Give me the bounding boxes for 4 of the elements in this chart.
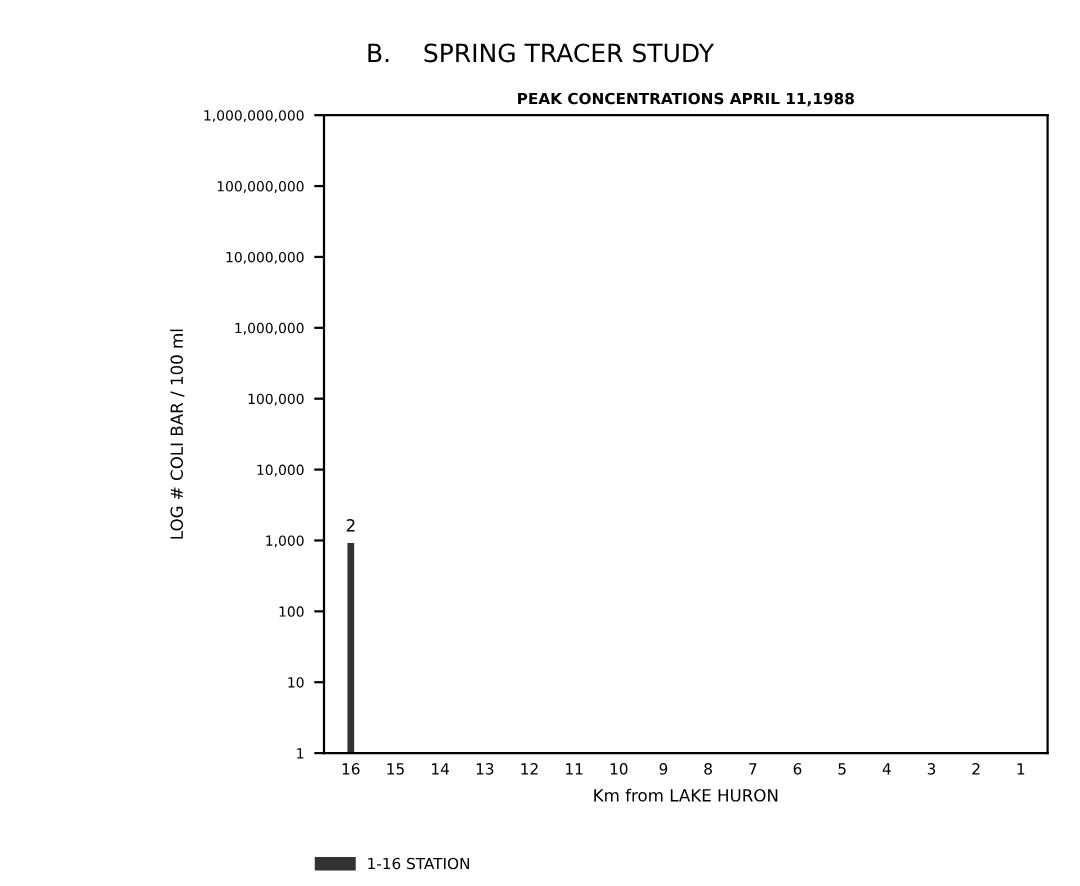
chart-title: B. SPRING TRACER STUDY [368,43,715,63]
x-axis-title: Km from LAKE HURON [594,788,778,802]
annotation: 2 [346,519,355,532]
y-axis-title: LOG # COLI BAR / 100 ml [170,329,185,539]
